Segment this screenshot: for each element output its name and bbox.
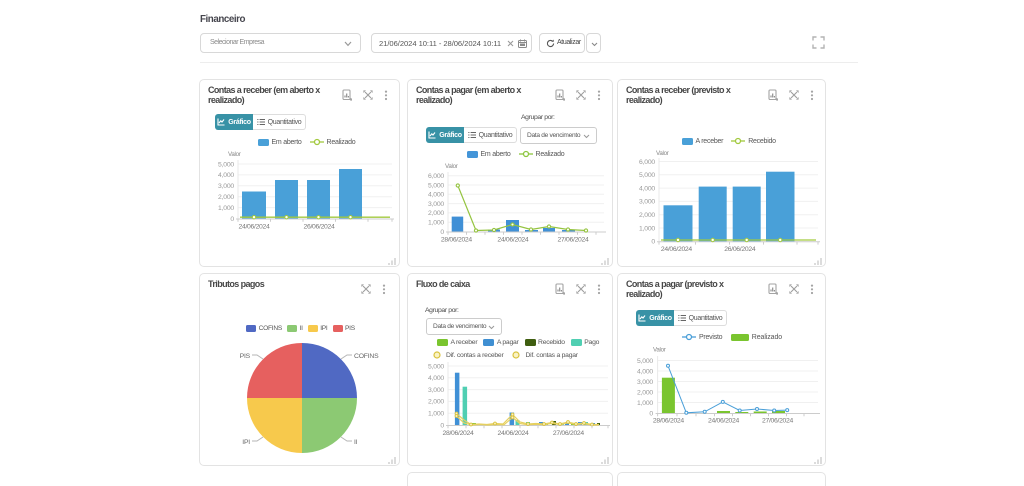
svg-text:II: II xyxy=(354,439,358,446)
svg-text:27/06/2024: 27/06/2024 xyxy=(553,430,585,437)
svg-text:26/06/2024: 26/06/2024 xyxy=(303,224,335,231)
svg-text:1,000: 1,000 xyxy=(218,205,234,212)
svg-text:2,000: 2,000 xyxy=(637,389,653,396)
svg-text:3,000: 3,000 xyxy=(428,387,444,394)
svg-text:1,000: 1,000 xyxy=(639,225,655,232)
svg-text:2,000: 2,000 xyxy=(218,194,234,201)
svg-text:1,000: 1,000 xyxy=(428,411,444,418)
svg-text:3,000: 3,000 xyxy=(639,199,655,206)
svg-text:1,000: 1,000 xyxy=(428,220,444,227)
svg-text:5,000: 5,000 xyxy=(218,161,234,168)
svg-text:Valor: Valor xyxy=(228,151,241,158)
svg-text:5,000: 5,000 xyxy=(637,358,653,365)
svg-text:4,000: 4,000 xyxy=(639,185,655,192)
svg-text:4,000: 4,000 xyxy=(428,375,444,382)
svg-text:0: 0 xyxy=(440,229,444,236)
svg-text:4,000: 4,000 xyxy=(637,368,653,375)
svg-text:IPI: IPI xyxy=(242,439,250,446)
svg-text:3,000: 3,000 xyxy=(637,379,653,386)
svg-text:5,000: 5,000 xyxy=(639,172,655,179)
svg-text:24/06/2024: 24/06/2024 xyxy=(708,418,740,425)
svg-text:0: 0 xyxy=(230,216,234,223)
svg-text:24/06/2024: 24/06/2024 xyxy=(661,246,693,253)
svg-text:PIS: PIS xyxy=(240,353,251,360)
svg-text:24/06/2024: 24/06/2024 xyxy=(497,237,529,244)
svg-text:3,000: 3,000 xyxy=(428,201,444,208)
svg-text:2,000: 2,000 xyxy=(639,212,655,219)
svg-text:27/06/2024: 27/06/2024 xyxy=(762,418,794,425)
svg-text:5,000: 5,000 xyxy=(428,363,444,370)
svg-text:Valor: Valor xyxy=(445,163,458,170)
svg-text:2,000: 2,000 xyxy=(428,210,444,217)
svg-text:28/06/2024: 28/06/2024 xyxy=(653,418,685,425)
svg-text:28/06/2024: 28/06/2024 xyxy=(442,430,474,437)
svg-text:24/06/2024: 24/06/2024 xyxy=(497,430,529,437)
svg-text:COFINS: COFINS xyxy=(354,353,379,360)
svg-text:Valor: Valor xyxy=(656,150,669,157)
svg-text:0: 0 xyxy=(651,239,655,246)
svg-text:28/06/2024: 28/06/2024 xyxy=(441,237,473,244)
svg-text:0: 0 xyxy=(440,422,444,429)
svg-text:6,000: 6,000 xyxy=(428,173,444,180)
svg-text:0: 0 xyxy=(649,410,653,417)
svg-text:Valor: Valor xyxy=(653,347,666,354)
svg-text:26/06/2024: 26/06/2024 xyxy=(724,246,756,253)
svg-text:4,000: 4,000 xyxy=(218,172,234,179)
svg-text:24/06/2024: 24/06/2024 xyxy=(238,224,270,231)
svg-text:4,000: 4,000 xyxy=(428,192,444,199)
svg-text:1,000: 1,000 xyxy=(637,400,653,407)
svg-text:27/06/2024: 27/06/2024 xyxy=(557,237,589,244)
svg-text:6,000: 6,000 xyxy=(639,159,655,166)
svg-text:5,000: 5,000 xyxy=(428,182,444,189)
svg-text:3,000: 3,000 xyxy=(218,183,234,190)
svg-text:2,000: 2,000 xyxy=(428,399,444,406)
